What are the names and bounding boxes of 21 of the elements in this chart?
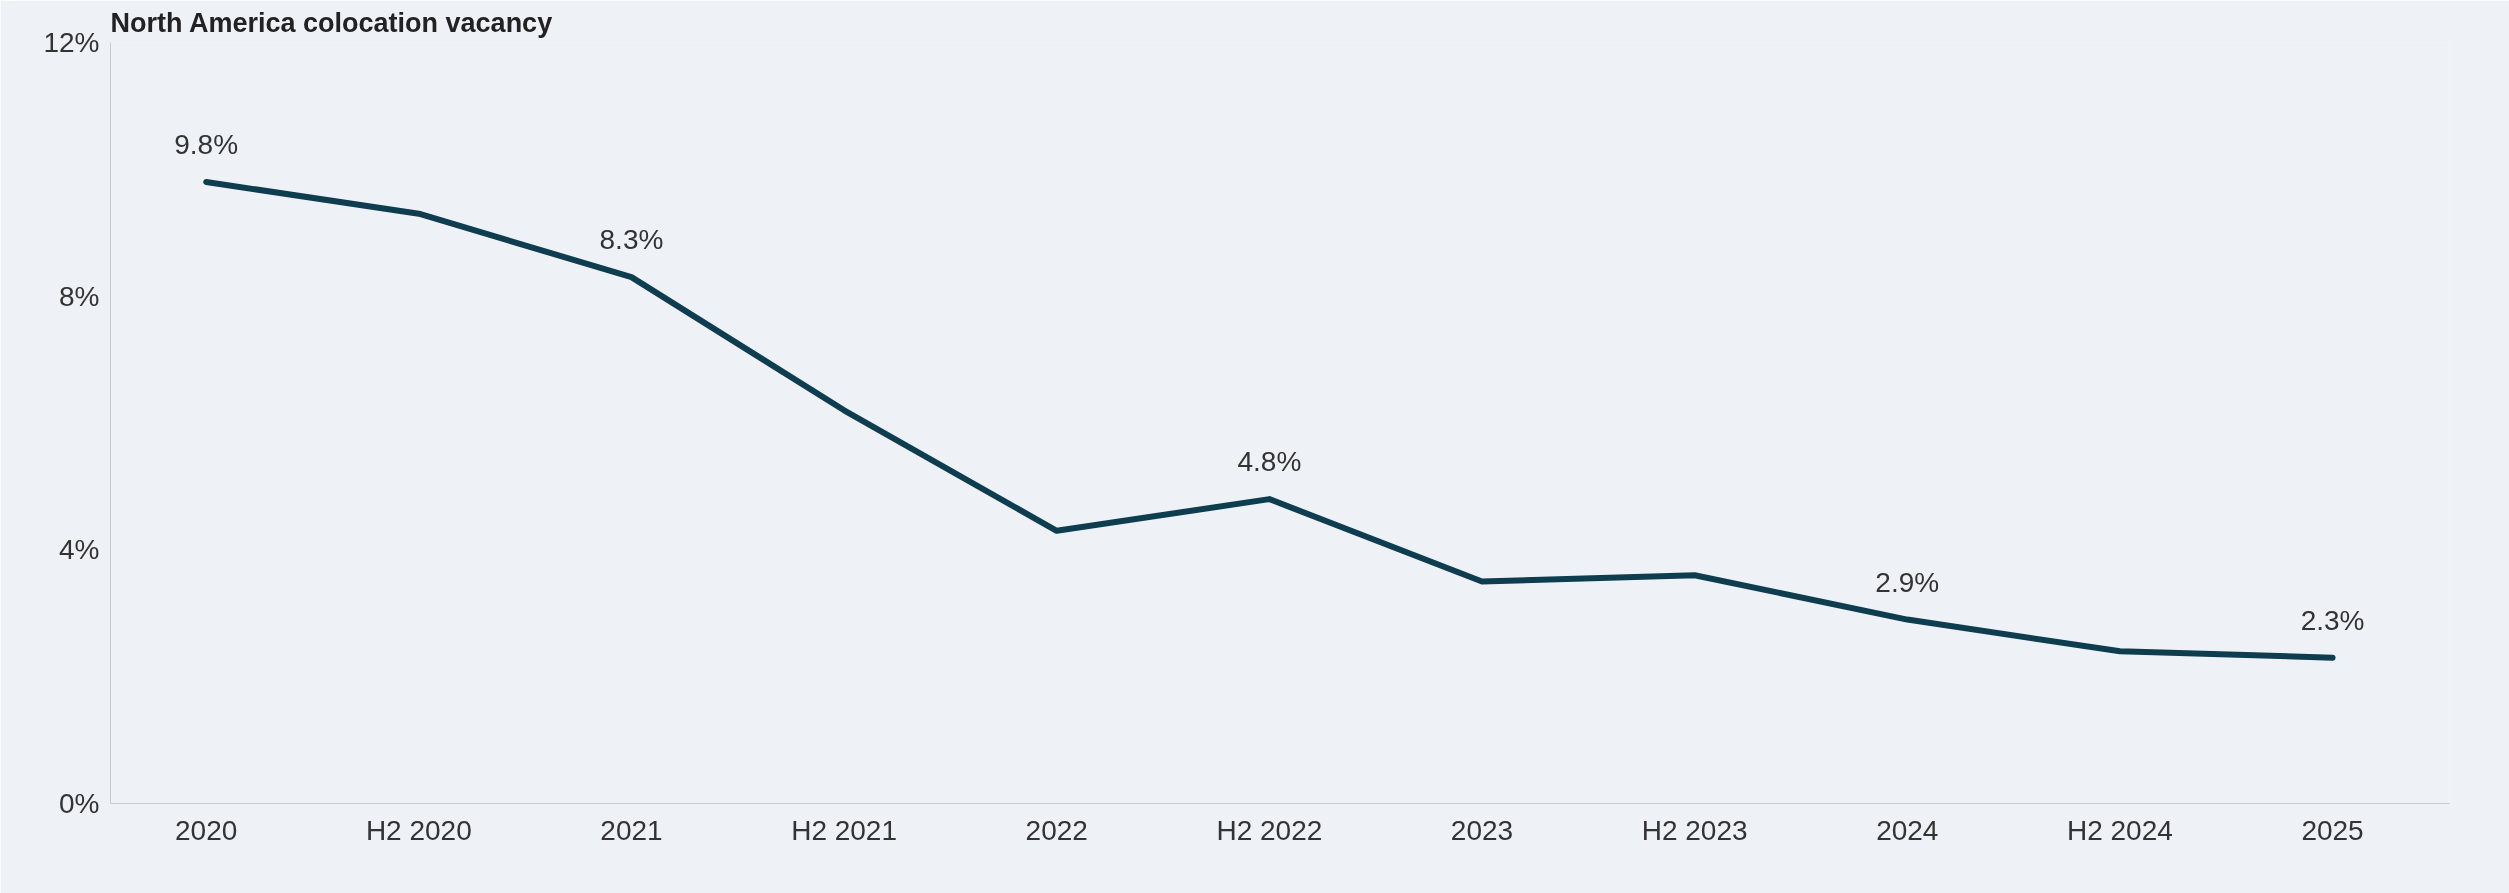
y-tick-label: 4% [59,534,100,566]
x-tick-label: 2020 [175,814,238,846]
x-tick-label: 2025 [2301,814,2364,846]
data-label: 2.3% [2300,604,2365,636]
x-tick-label: 2022 [1025,814,1088,846]
x-tick-label: H2 2022 [1216,814,1323,846]
data-label: 8.3% [599,224,664,256]
x-tick-label: 2023 [1450,814,1514,846]
x-tick-label: 2024 [1876,814,1939,846]
x-tick-label: H2 2023 [1641,814,1748,846]
x-tick-label: H2 2020 [365,814,472,846]
data-label: 9.8% [174,129,239,161]
x-tick-label: 2021 [600,814,663,846]
x-tick-label: H2 2021 [791,814,898,846]
y-tick-label: 8% [59,280,100,312]
y-tick-label: 12% [43,27,100,58]
chart-title: North America colocation vacancy [110,7,553,38]
data-label: 4.8% [1237,446,1302,478]
y-tick-label: 0% [59,788,100,819]
data-label: 2.9% [1875,566,1940,598]
x-tick-label: H2 2024 [2066,814,2173,846]
